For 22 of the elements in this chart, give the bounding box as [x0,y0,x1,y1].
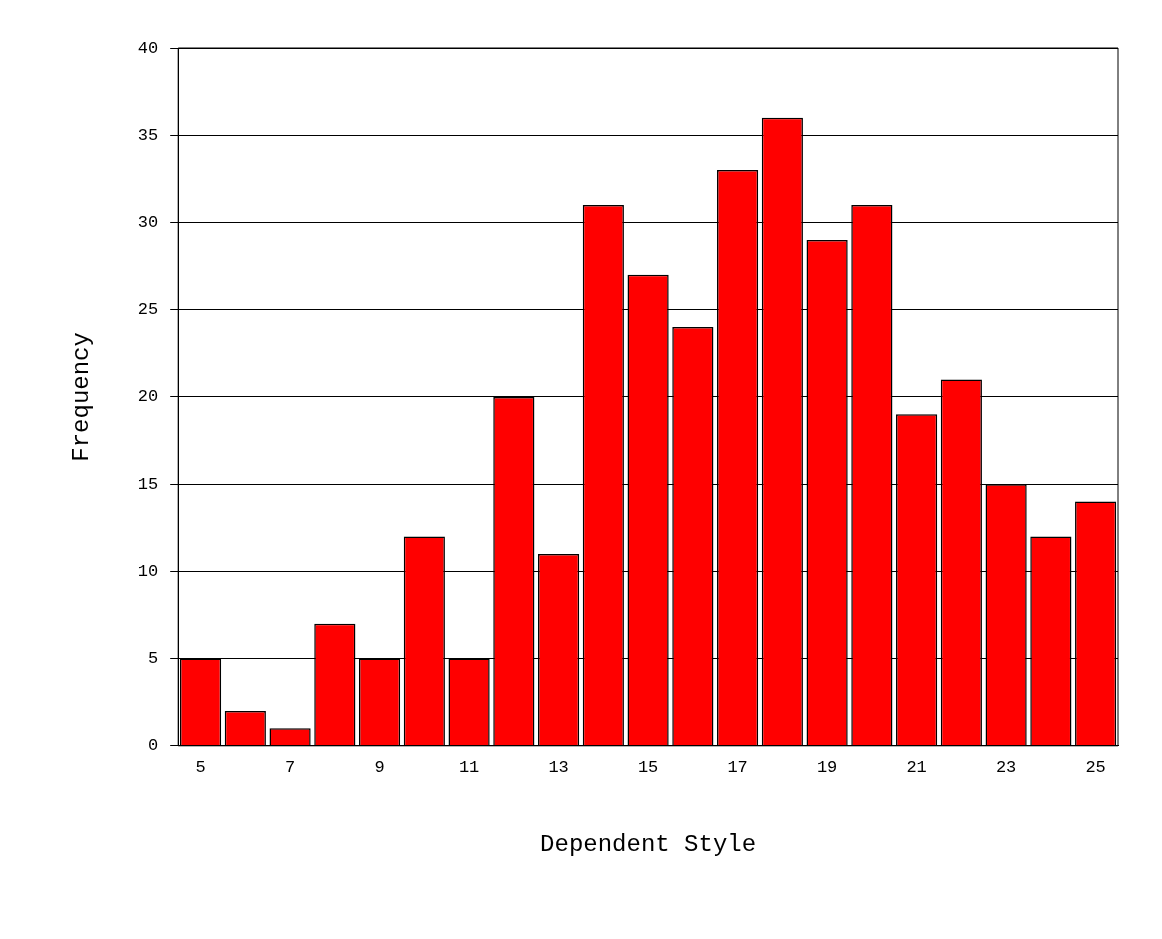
y-tick-label: 5 [148,649,159,669]
y-tick-label: 35 [137,125,159,145]
y-tick-label: 20 [137,387,159,407]
x-tick-label: 11 [458,757,480,777]
y-axis-title: Frequency [67,332,95,462]
y-tick-label: 0 [148,736,159,756]
y-tick-label: 25 [137,300,159,320]
x-tick-label: 5 [195,757,206,777]
y-tick-label: 10 [137,561,159,581]
y-tick-label: 15 [137,474,159,494]
x-tick-label: 17 [727,757,748,777]
x-tick-label: 13 [548,757,569,777]
x-tick-label: 25 [1085,757,1106,777]
x-tick-label: 23 [995,757,1017,777]
x-axis-title: Dependent Style [540,830,757,858]
x-tick-label: 19 [816,757,838,777]
y-tick-label: 40 [137,38,159,58]
x-tick-label: 21 [906,757,927,777]
x-tick-label: 7 [284,757,296,777]
x-tick-label: 15 [637,757,659,777]
y-tick-label: 30 [137,212,159,232]
x-tick-label: 9 [374,757,385,777]
